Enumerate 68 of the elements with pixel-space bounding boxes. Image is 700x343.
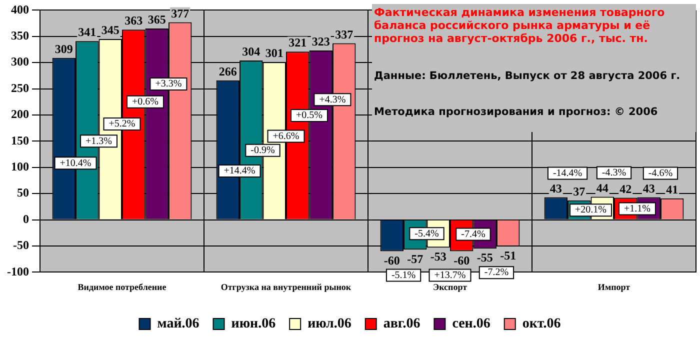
- data-label: 41: [666, 182, 678, 196]
- annotation: -5.1%: [391, 270, 416, 281]
- x-tick-label: Экспорт: [432, 282, 468, 292]
- annotation: +3.3%: [155, 78, 182, 90]
- annotation: -7.2%: [484, 267, 509, 278]
- y-tick-label: -50: [12, 238, 29, 252]
- annotation: -7.4%: [461, 228, 486, 240]
- data-label: 301: [265, 46, 284, 60]
- data-label: 337: [335, 27, 354, 42]
- annotation: Данные: Бюллетень, Выпуск от 28 августа 2006 г.: [374, 70, 682, 83]
- caption-panel: Фактическая динамика изменения товарного баланса российского рынка арматуры и её прогноз на август-октябрь 2006 г., тыс. тн. Данные: Бюллетень, Выпуск от 28 августа 2006 г. Методика прогнозирования и прогноз: © 2006: [372, 4, 696, 132]
- data-label: 341: [78, 25, 96, 40]
- x-tick-label: Отгрузка на внутренний рынок: [220, 282, 352, 292]
- annotation: +0.5%: [296, 110, 322, 122]
- annotation: +0.6%: [132, 96, 158, 108]
- data-label: 37: [573, 184, 586, 199]
- x-tick-label: Видимое потребление: [78, 282, 166, 292]
- data-label: 42: [620, 182, 632, 196]
- legend-label: июн.06: [231, 316, 276, 332]
- annotation: -0.9%: [250, 145, 275, 156]
- data-label: 266: [218, 64, 237, 79]
- data-label: 323: [312, 34, 330, 49]
- legend-label: июл.06: [308, 316, 352, 332]
- annotation: +6.6%: [272, 130, 300, 142]
- data-label: 377: [171, 6, 190, 20]
- y-tick-label: 300: [10, 54, 29, 69]
- x-tick-label: Импорт: [598, 282, 631, 292]
- annotation: -4.6%: [648, 168, 673, 179]
- y-tick-label: 0: [22, 212, 29, 226]
- y-tick-label: 350: [10, 28, 29, 42]
- data-label: 304: [242, 44, 260, 59]
- annotation: -14.4%: [552, 168, 582, 179]
- annotation: +10.4%: [60, 158, 92, 169]
- legend-label: окт.06: [522, 316, 561, 332]
- y-tick-label: -100: [6, 264, 29, 278]
- data-label: -57: [407, 252, 424, 266]
- data-label: 43: [642, 181, 655, 196]
- annotation: +20.1%: [575, 204, 607, 216]
- y-tick-label: 400: [10, 2, 29, 16]
- annotation: +13.7%: [434, 270, 466, 281]
- annotation: Методика прогнозирования и прогноз: © 2006: [374, 106, 659, 119]
- y-tick-label: 200: [10, 107, 29, 122]
- legend-label: сен.06: [452, 316, 490, 332]
- annotation: +1.3%: [86, 136, 112, 147]
- annotation: +4.3%: [319, 94, 346, 106]
- legend-label: май.06: [157, 316, 200, 332]
- data-label: -55: [476, 250, 493, 265]
- data-label: -51: [500, 248, 516, 263]
- data-label: 44: [596, 180, 608, 195]
- data-label: 309: [54, 42, 73, 56]
- y-tick-label: 150: [10, 133, 29, 148]
- annotation: -5.4%: [414, 228, 439, 240]
- data-label: -60: [384, 253, 400, 268]
- data-label: -60: [454, 253, 470, 268]
- y-tick-label: 250: [10, 80, 29, 95]
- annotation: +14.4%: [224, 166, 256, 177]
- data-label: -53: [430, 250, 446, 264]
- y-tick-label: 50: [16, 186, 29, 200]
- annotation: +1.1%: [624, 203, 650, 214]
- y-tick-label: 100: [10, 159, 29, 174]
- data-label: 363: [124, 14, 143, 28]
- annotation: -4.3%: [602, 167, 626, 178]
- data-label: 345: [101, 23, 120, 38]
- data-label: 321: [288, 36, 307, 50]
- legend-label: авг.06: [383, 316, 420, 332]
- annotation: +5.2%: [108, 118, 136, 130]
- data-label: 365: [148, 12, 166, 27]
- data-label: 43: [550, 181, 562, 196]
